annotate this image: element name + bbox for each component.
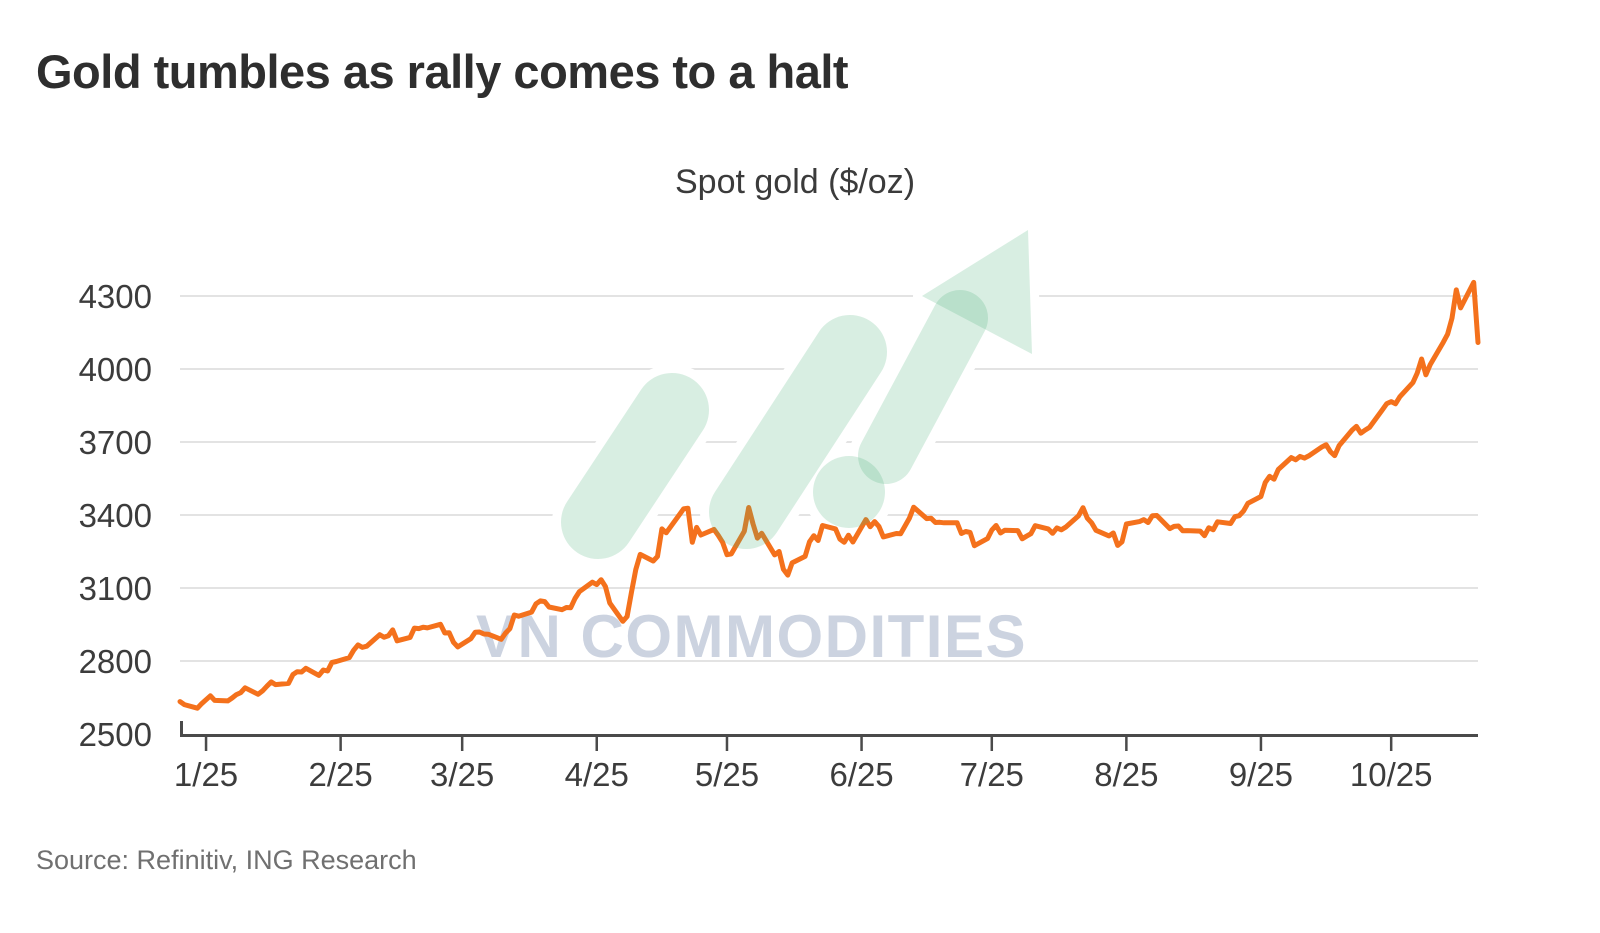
x-tick-label: 3/25 xyxy=(430,756,494,793)
arrow-bar xyxy=(561,373,709,559)
spot-gold-price-line xyxy=(177,279,1481,711)
x-tick-label: 10/25 xyxy=(1350,756,1433,793)
arrow-bar xyxy=(561,373,709,559)
y-tick-label: 4300 xyxy=(79,278,152,315)
x-tick-label: 5/25 xyxy=(695,756,759,793)
x-tick-label: 2/25 xyxy=(309,756,373,793)
arrow-bar xyxy=(709,315,887,549)
x-tick-label: 6/25 xyxy=(829,756,893,793)
x-tick-label: 9/25 xyxy=(1229,756,1293,793)
y-tick-label: 3700 xyxy=(79,424,152,461)
x-tick-label: 8/25 xyxy=(1094,756,1158,793)
y-axis-labels: 2500 2800 3100 3400 3700 4000 4300 xyxy=(79,278,152,753)
watermark-arrow-halo xyxy=(552,221,1041,568)
source-note: Source: Refinitiv, ING Research xyxy=(36,845,417,875)
x-tick-label: 4/25 xyxy=(565,756,629,793)
y-tick-label: 2800 xyxy=(79,643,152,680)
y-tick-label: 3100 xyxy=(79,570,152,607)
arrow-shaft xyxy=(858,290,988,484)
x-tick-label: 1/25 xyxy=(174,756,238,793)
arrow-bar xyxy=(709,315,887,549)
chart-title: Spot gold ($/oz) xyxy=(674,163,916,201)
rising-trend-arrow-icon xyxy=(561,230,1032,559)
arrow-head xyxy=(922,230,1032,354)
y-tick-label: 4000 xyxy=(79,351,152,388)
arrow-dot xyxy=(813,456,885,528)
watermark-text: VN COMMODITIES xyxy=(476,603,1027,670)
page-title: Gold tumbles as rally comes to a halt xyxy=(36,45,849,98)
x-tick-label: 7/25 xyxy=(960,756,1024,793)
y-tick-label: 2500 xyxy=(79,716,152,753)
x-axis: 1/25 2/25 3/25 4/25 5/25 6/25 7/25 8/25 9/25 10/2… xyxy=(174,721,1478,793)
arrow-shaft xyxy=(858,290,988,484)
arrow-head xyxy=(922,230,1032,354)
y-tick-label: 3400 xyxy=(79,497,152,534)
